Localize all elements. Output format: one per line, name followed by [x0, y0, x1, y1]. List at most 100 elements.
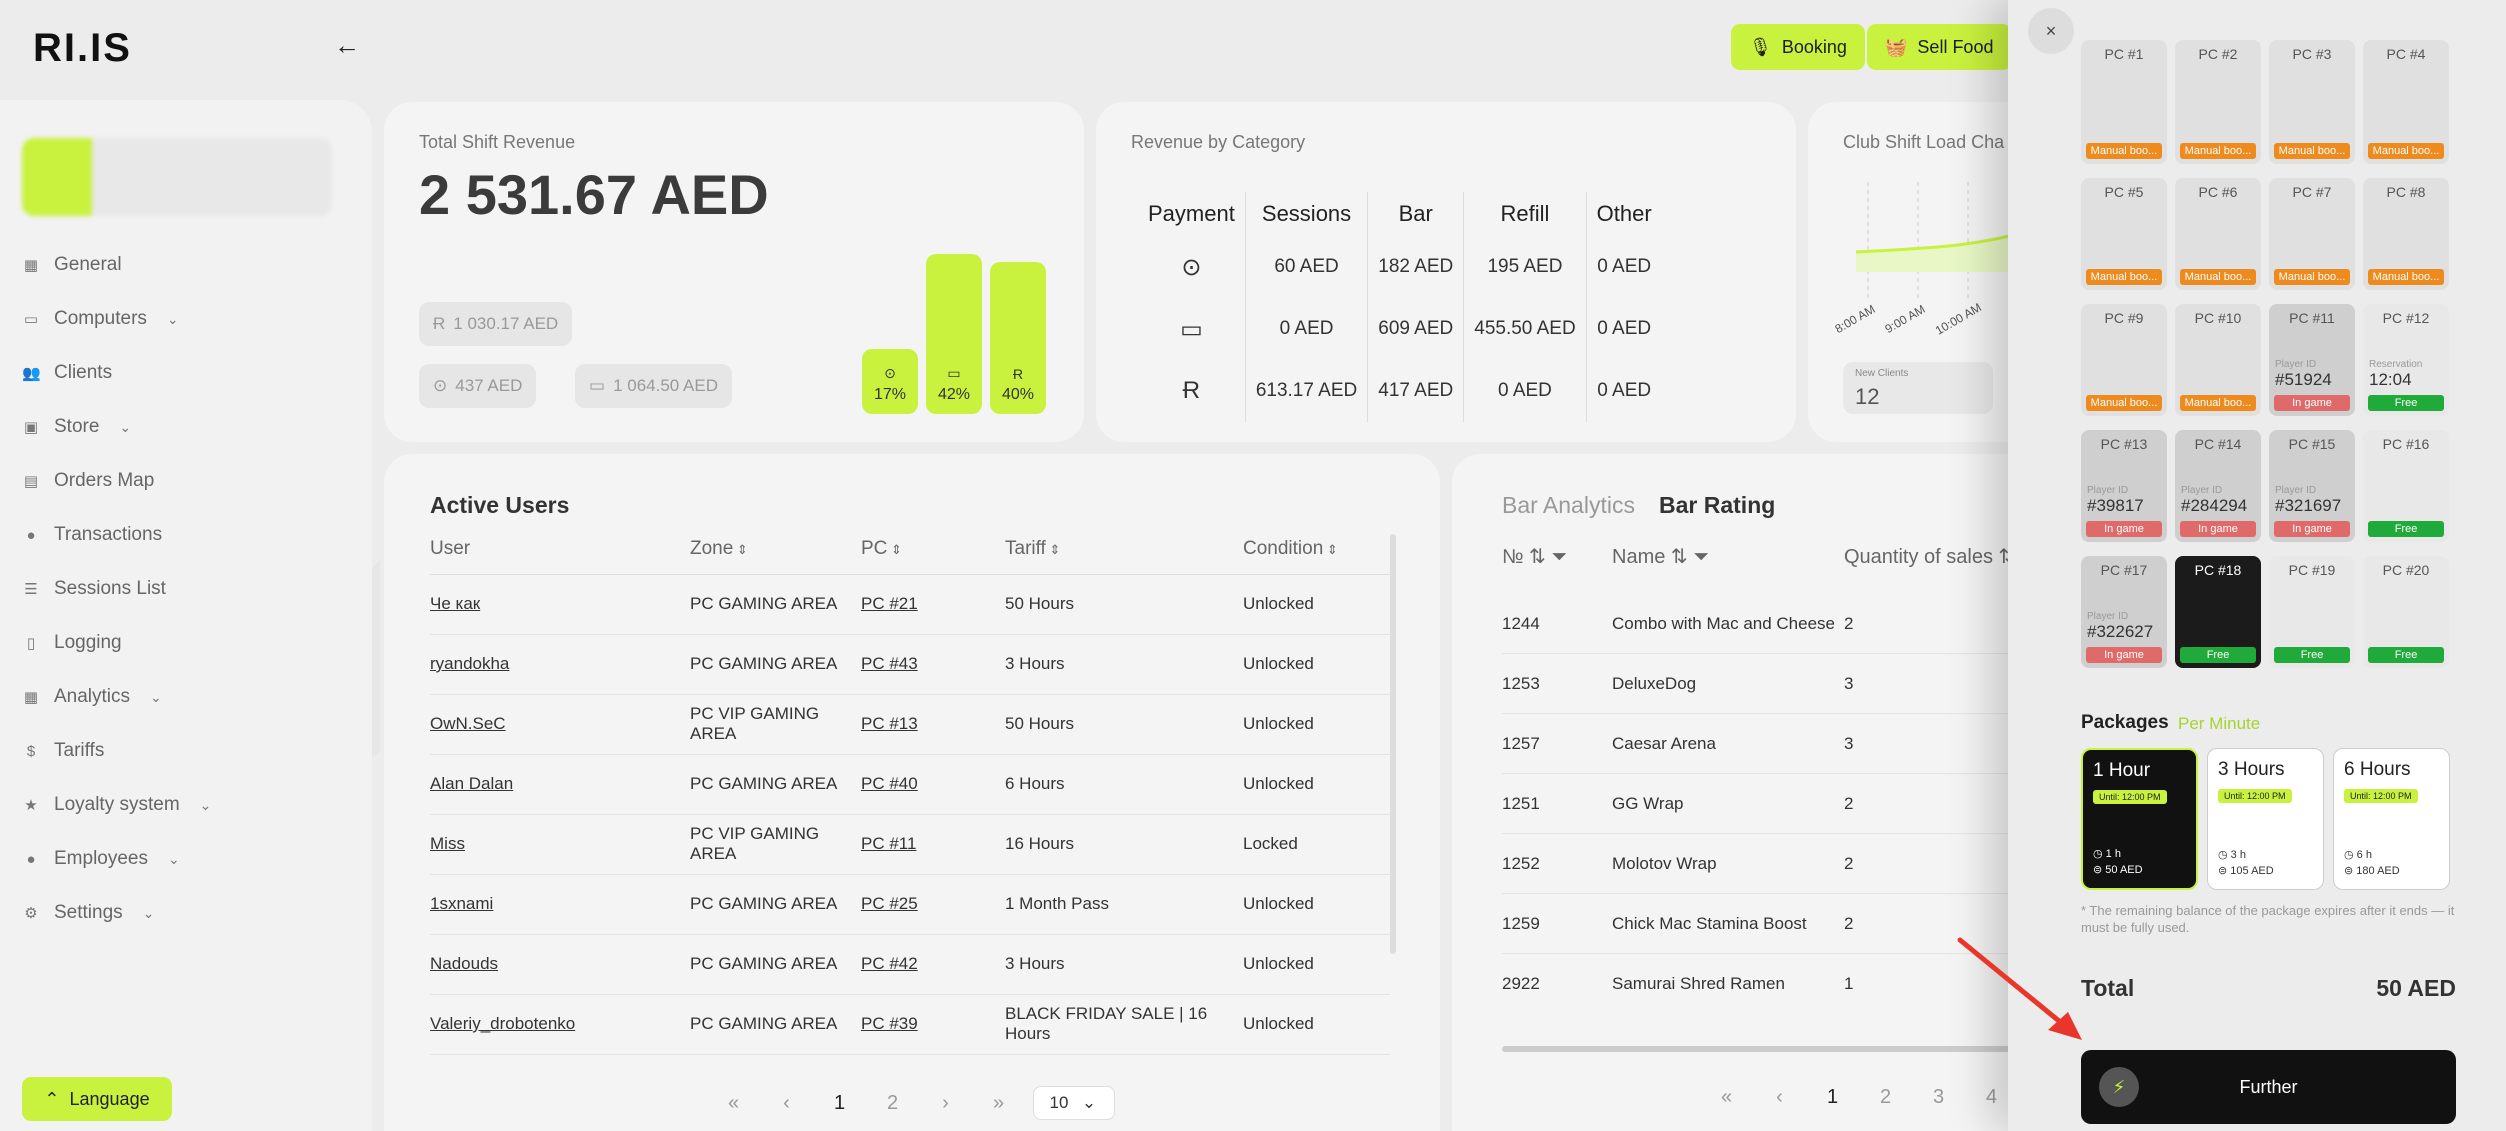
active-users-header[interactable]: Zone ⇕ — [690, 524, 861, 575]
pc-link[interactable]: PC #25 — [861, 874, 1005, 935]
pc-link[interactable]: PC #42 — [861, 934, 1005, 995]
close-button[interactable]: × — [2028, 8, 2074, 54]
pc-tile[interactable]: PC #9 Manual boo... — [2081, 304, 2167, 416]
pc-tile[interactable]: PC #5 Manual boo... — [2081, 178, 2167, 290]
pager-page-button[interactable]: 1 — [833, 1091, 846, 1114]
pc-tile[interactable]: PC #16 Free — [2363, 430, 2449, 542]
tab-bar-rating[interactable]: Bar Rating — [1659, 492, 1776, 518]
col-qty-header[interactable]: Quantity of sales ⇅ — [1844, 546, 2016, 568]
pager-prev-button[interactable]: ‹ — [783, 1091, 790, 1114]
pc-tile[interactable]: PC #12 Reservation 12:04 Free — [2363, 304, 2449, 416]
pager-last-button[interactable]: » — [992, 1091, 1005, 1114]
active-users-header[interactable]: Condition ⇕ — [1243, 524, 1390, 575]
scrollbar[interactable] — [1390, 534, 1396, 954]
sidebar-item-computers[interactable]: ▭ Computers ⌄ — [22, 292, 211, 346]
table-row[interactable]: 1sxnami PC GAMING AREA PC #25 1 Month Pass U… — [430, 874, 1390, 935]
col-name-header[interactable]: Name ⇅ ⏷ — [1612, 546, 1710, 568]
table-row[interactable]: Alan Dalan PC GAMING AREA PC #40 6 Hours Unl… — [430, 754, 1390, 815]
pc-link[interactable]: PC #11 — [861, 814, 1005, 875]
table-row[interactable]: OwN.SeC PC VIP GAMING AREA PC #13 50 Hours U… — [430, 694, 1390, 755]
pager-first-button[interactable]: « — [1720, 1086, 1733, 1108]
table-row[interactable]: Valeriy_drobotenko PC GAMING AREA PC #39 BL… — [430, 994, 1390, 1055]
table-row[interactable]: Nadouds PC GAMING AREA PC #42 3 Hours Unlock… — [430, 934, 1390, 995]
user-link[interactable]: OwN.SeC — [430, 694, 690, 755]
pc-tile[interactable]: PC #10 Manual boo... — [2175, 304, 2261, 416]
pc-link[interactable]: PC #43 — [861, 634, 1005, 695]
pager-page-button[interactable]: 1 — [1826, 1086, 1839, 1108]
sell-food-button[interactable]: 🧺 Sell Food — [1867, 24, 2012, 70]
sidebar-item-tariffs[interactable]: $ Tariffs — [22, 724, 211, 778]
table-row[interactable]: ryandokha PC GAMING AREA PC #43 3 Hours Unlo… — [430, 634, 1390, 695]
user-link[interactable]: 1sxnami — [430, 874, 690, 935]
pc-tile[interactable]: PC #15 Player ID #321697 In game — [2269, 430, 2355, 542]
pager-page-button[interactable]: 2 — [1879, 1086, 1892, 1108]
table-row[interactable]: Miss PC VIP GAMING AREA PC #11 16 Hours Lock… — [430, 814, 1390, 875]
pc-tile[interactable]: PC #3 Manual boo... — [2269, 40, 2355, 164]
pc-link[interactable]: PC #39 — [861, 994, 1005, 1055]
pc-tile[interactable]: PC #11 Player ID #51924 In game — [2269, 304, 2355, 416]
user-link[interactable]: ryandokha — [430, 634, 690, 695]
tab-per-minute[interactable]: Per Minute — [2178, 714, 2261, 733]
table-row[interactable]: 1253 DeluxeDog 3 — [1502, 654, 2062, 714]
pc-tile[interactable]: PC #13 Player ID #39817 In game — [2081, 430, 2167, 542]
table-row[interactable]: 1259 Chick Mac Stamina Boost 2 — [1502, 894, 2062, 954]
per-page-select[interactable]: 10 ⌄ — [1033, 1086, 1115, 1120]
pc-link[interactable]: PC #21 — [861, 574, 1005, 635]
sidebar-item-settings[interactable]: ⚙ Settings ⌄ — [22, 886, 211, 940]
pc-tile[interactable]: PC #14 Player ID #284294 In game — [2175, 430, 2261, 542]
user-link[interactable]: Alan Dalan — [430, 754, 690, 815]
pc-tile[interactable]: PC #7 Manual boo... — [2269, 178, 2355, 290]
tab-packages[interactable]: Packages — [2081, 712, 2169, 733]
package-card[interactable]: 6 Hours Until: 12:00 PM ◷ 6 h ⊜ 180 AED — [2333, 748, 2450, 890]
user-link[interactable]: Miss — [430, 814, 690, 875]
sidebar-item-logging[interactable]: ▯ Logging — [22, 616, 211, 670]
horizontal-scrollbar[interactable] — [1502, 1046, 2062, 1052]
arrow-left-icon[interactable]: ← — [334, 30, 360, 60]
pc-tile[interactable]: PC #18 Free — [2175, 556, 2261, 668]
sidebar-item-sessions-list[interactable]: ☰ Sessions List — [22, 562, 211, 616]
sidebar-item-orders-map[interactable]: ▤ Orders Map — [22, 454, 211, 508]
pc-link[interactable]: PC #13 — [861, 694, 1005, 755]
pager-next-button[interactable]: › — [942, 1091, 949, 1114]
package-card[interactable]: 3 Hours Until: 12:00 PM ◷ 3 h ⊜ 105 AED — [2207, 748, 2324, 890]
table-row[interactable]: Че как PC GAMING AREA PC #21 50 Hours Unlock… — [430, 574, 1390, 635]
pc-tile[interactable]: PC #20 Free — [2363, 556, 2449, 668]
table-row[interactable]: 1257 Caesar Arena 3 — [1502, 714, 2062, 774]
sidebar-item-clients[interactable]: 👥 Clients — [22, 346, 211, 400]
pc-link[interactable]: PC #40 — [861, 754, 1005, 815]
sidebar-item-transactions[interactable]: ● Transactions — [22, 508, 211, 562]
pager-page-button[interactable]: 4 — [1985, 1086, 1998, 1108]
pager-page-button[interactable]: 3 — [1932, 1086, 1945, 1108]
pc-tile[interactable]: PC #17 Player ID #322627 In game — [2081, 556, 2167, 668]
table-row[interactable]: 2922 Samurai Shred Ramen 1 — [1502, 954, 2062, 1004]
pc-tile[interactable]: PC #4 Manual boo... — [2363, 40, 2449, 164]
sidebar-item-loyalty-system[interactable]: ★ Loyalty system ⌄ — [22, 778, 211, 832]
sidebar-item-employees[interactable]: ● Employees ⌄ — [22, 832, 211, 886]
sidebar-item-general[interactable]: ▦ General — [22, 238, 211, 292]
pager-page-button[interactable]: 2 — [886, 1091, 899, 1114]
pc-tile[interactable]: PC #1 Manual boo... — [2081, 40, 2167, 164]
sidebar-item-analytics[interactable]: ▦ Analytics ⌄ — [22, 670, 211, 724]
profile-card[interactable] — [22, 138, 332, 216]
col-number-header[interactable]: № ⇅ ⏷ — [1502, 546, 1568, 568]
table-row[interactable]: 1244 Combo with Mac and Cheese 2 — [1502, 594, 2062, 654]
pc-tile[interactable]: PC #2 Manual boo... — [2175, 40, 2261, 164]
pc-tile[interactable]: PC #19 Free — [2269, 556, 2355, 668]
booking-button[interactable]: 🎙 Booking — [1731, 24, 1865, 70]
further-button[interactable]: ⚡ Further — [2081, 1050, 2456, 1124]
pc-tile[interactable]: PC #6 Manual boo... — [2175, 178, 2261, 290]
user-link[interactable]: Valeriy_drobotenko — [430, 994, 690, 1055]
pc-tile[interactable]: PC #8 Manual boo... — [2363, 178, 2449, 290]
user-link[interactable]: Nadouds — [430, 934, 690, 995]
user-link[interactable]: Че как — [430, 574, 690, 635]
language-button[interactable]: ⌃ Language — [22, 1077, 172, 1121]
table-row[interactable]: 1252 Molotov Wrap 2 — [1502, 834, 2062, 894]
tab-bar-analytics[interactable]: Bar Analytics — [1502, 492, 1635, 518]
active-users-header[interactable]: Tariff ⇕ — [1005, 524, 1243, 575]
package-card[interactable]: 1 Hour Until: 12:00 PM ◷ 1 h ⊜ 50 AED — [2081, 748, 2198, 890]
pager-prev-button[interactable]: ‹ — [1776, 1086, 1783, 1108]
table-row[interactable]: 1251 GG Wrap 2 — [1502, 774, 2062, 834]
active-users-header[interactable]: PC ⇕ — [861, 524, 1005, 575]
pager-first-button[interactable]: « — [727, 1091, 740, 1114]
sidebar-item-store[interactable]: ▣ Store ⌄ — [22, 400, 211, 454]
